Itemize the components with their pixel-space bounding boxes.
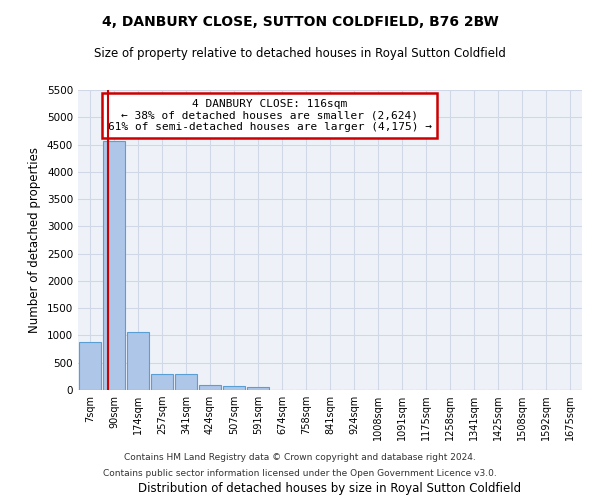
Text: Contains public sector information licensed under the Open Government Licence v3: Contains public sector information licen… (103, 468, 497, 477)
Text: 4, DANBURY CLOSE, SUTTON COLDFIELD, B76 2BW: 4, DANBURY CLOSE, SUTTON COLDFIELD, B76 … (101, 15, 499, 29)
Text: Contains HM Land Registry data © Crown copyright and database right 2024.: Contains HM Land Registry data © Crown c… (124, 454, 476, 462)
Text: Size of property relative to detached houses in Royal Sutton Coldfield: Size of property relative to detached ho… (94, 48, 506, 60)
Text: 4 DANBURY CLOSE: 116sqm
← 38% of detached houses are smaller (2,624)
61% of semi: 4 DANBURY CLOSE: 116sqm ← 38% of detache… (107, 99, 431, 132)
Bar (223, 386, 245, 390)
Bar (175, 374, 197, 390)
Bar (103, 142, 125, 390)
Text: Distribution of detached houses by size in Royal Sutton Coldfield: Distribution of detached houses by size … (139, 482, 521, 495)
Bar (79, 342, 101, 390)
Bar (127, 332, 149, 390)
Y-axis label: Number of detached properties: Number of detached properties (28, 147, 41, 333)
Bar (199, 385, 221, 390)
Bar (247, 388, 269, 390)
Bar (151, 374, 173, 390)
